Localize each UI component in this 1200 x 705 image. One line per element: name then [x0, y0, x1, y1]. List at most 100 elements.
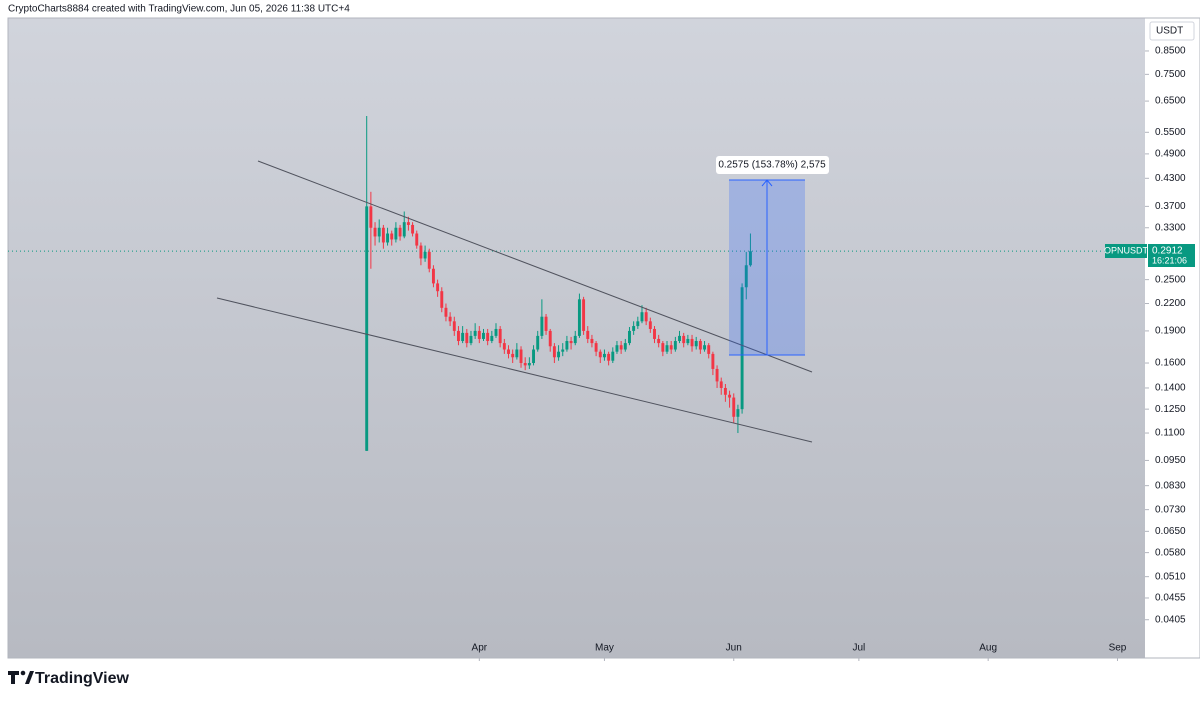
candle-body: [381, 227, 385, 243]
candle-body: [628, 330, 631, 344]
candle-body: [427, 251, 431, 269]
candle-body: [465, 332, 469, 344]
candle-body: [640, 312, 644, 322]
symbol: OPNUSDT: [1104, 245, 1149, 255]
candle-body: [486, 332, 490, 342]
y-tick-label: 0.7500: [1155, 69, 1186, 80]
y-tick-label: 0.4300: [1155, 173, 1186, 184]
candle-body: [444, 307, 448, 317]
candle-body: [740, 287, 744, 410]
candle-body: [482, 332, 485, 339]
candle-body: [377, 227, 381, 237]
candle-body: [386, 233, 390, 243]
candle-body: [694, 341, 698, 347]
candle-body: [719, 381, 723, 388]
candle-body: [686, 338, 690, 344]
candle-body: [498, 328, 502, 344]
candle-body: [636, 321, 640, 327]
candle-body: [511, 353, 515, 358]
candle-body: [657, 338, 661, 344]
candle-body: [615, 345, 619, 352]
candle-body: [594, 343, 598, 352]
plot: [8, 116, 1145, 451]
candle-body: [607, 353, 611, 361]
x-tick-label: May: [595, 643, 614, 654]
trend-line-upper: [257, 160, 813, 373]
candle-body: [519, 349, 523, 364]
logo: [8, 670, 34, 684]
candle-body: [561, 349, 565, 352]
countdown: 16:21:06: [1152, 255, 1187, 265]
annotation-box: [716, 156, 829, 174]
y-tick-label: 0.0650: [1155, 526, 1186, 537]
candle-body: [477, 330, 481, 339]
candle-body: [557, 351, 561, 358]
candle-body: [611, 351, 615, 361]
candle-body: [527, 363, 531, 366]
candle-body: [394, 227, 398, 240]
candle-body: [448, 316, 452, 322]
candle-body: [715, 368, 719, 382]
x-tick-label: Jul: [852, 643, 865, 654]
candle-body: [544, 316, 548, 331]
y-tick-label: 0.0510: [1155, 571, 1186, 582]
candle-body: [502, 343, 506, 350]
candle-body: [698, 341, 702, 350]
candle-body: [523, 363, 527, 366]
y-tick-label: 0.2500: [1155, 274, 1186, 285]
y-tick-label: 0.1250: [1155, 404, 1186, 415]
candle-body: [669, 345, 673, 350]
candle-body: [644, 312, 648, 322]
x-tick-label: Sep: [1109, 643, 1127, 654]
currency: USDT: [1156, 26, 1183, 37]
candle-body: [619, 345, 623, 350]
countdown-price: 0.2912: [1152, 246, 1183, 257]
symbol-box: [1105, 244, 1147, 258]
candle-body: [461, 332, 465, 342]
candle-body: [548, 330, 552, 347]
arrow-head: [761, 179, 773, 187]
candle-body: [744, 265, 748, 288]
candle-body: [532, 349, 535, 364]
candle-body: [390, 233, 394, 240]
candle-body: [373, 227, 377, 237]
x-tick-label: Jun: [726, 643, 742, 654]
candle-body: [457, 330, 460, 342]
x-tick-label: Apr: [472, 643, 488, 654]
candle-body: [748, 251, 752, 266]
candle-body: [723, 387, 727, 395]
y-tick-label: 0.1600: [1155, 358, 1186, 369]
candle-body: [431, 268, 435, 284]
candle-body: [665, 345, 669, 352]
candle-body: [536, 335, 540, 350]
candle-body: [406, 222, 410, 225]
candle-body: [369, 206, 373, 228]
candle-body: [678, 335, 681, 342]
y-tick-label: 0.3300: [1155, 222, 1186, 233]
candle-body: [653, 328, 656, 339]
candle-body: [703, 345, 707, 350]
candle-body: [411, 224, 415, 234]
x-tick-label: Aug: [979, 643, 997, 654]
candle-body: [632, 326, 636, 331]
candle-body: [602, 353, 606, 358]
candle-body: [577, 299, 581, 336]
y-tick-label: 0.8500: [1155, 46, 1186, 57]
candle-body: [469, 335, 473, 344]
candle-body: [507, 349, 510, 354]
candle-body: [440, 291, 444, 308]
candle-body: [552, 346, 556, 358]
y-tick-label: 0.0580: [1155, 547, 1186, 558]
y-tick-label: 0.1100: [1155, 428, 1185, 439]
candle-body: [573, 335, 577, 344]
candle-body: [419, 245, 423, 259]
candle-body: [398, 227, 402, 237]
candle-body: [565, 341, 569, 350]
header: CryptoCharts8884 created with TradingVie…: [8, 4, 350, 15]
y-tick-label: 0.0730: [1155, 504, 1186, 515]
candle-body: [540, 316, 544, 336]
candle-body: [661, 343, 665, 352]
y-tick-label: 0.2200: [1155, 298, 1186, 309]
